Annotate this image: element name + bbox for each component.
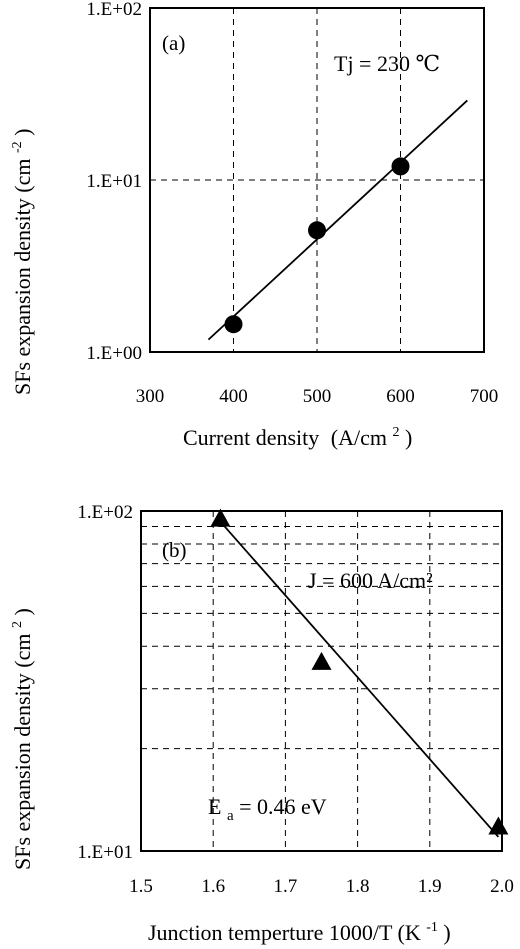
panel-b-x-tick-label: 1.7 — [274, 876, 298, 897]
panel-a-x-tick-label: 300 — [136, 386, 165, 407]
panel-b-ea-main: E — [208, 794, 221, 819]
panel-b-annotation: J = 600 A/cm² — [308, 568, 433, 593]
panel-b-ea-rest: = 0.46 eV — [239, 794, 327, 819]
panel-a-data-point — [391, 157, 410, 176]
panel-a-points — [224, 157, 410, 334]
panel-b-fit-line — [219, 521, 500, 838]
panel-a-ylabel-close: ) — [10, 129, 35, 136]
panel-a-ylabel-sup: -2 — [10, 141, 25, 153]
panel-a-ylabel: SFs expansion density (cm -2 ) — [1, 129, 35, 396]
panel-b-x-ticks: 1.5 1.6 1.7 1.8 1.9 2.0 — [129, 876, 514, 897]
panel-b-x-tick-label: 1.5 — [129, 876, 153, 897]
panel-a-y-tick-label: 1.E+00 — [86, 343, 142, 364]
panel-b-ylabel-text: SFs expansion density (cm — [10, 634, 35, 871]
panel-a: 300 400 500 600 700 1.E+00 1.E+01 1.E+02 (a) T… — [1, 0, 499, 450]
panel-a-x-tick-label: 600 — [386, 386, 415, 407]
panel-b-ea-annotation: E a = 0.46 eV — [208, 794, 327, 825]
panel-b-x-tick-label: 1.6 — [201, 876, 225, 897]
panel-a-data-point — [308, 221, 326, 240]
panel-a-x-tick-label: 500 — [303, 386, 332, 407]
panel-a-fit-line — [207, 99, 468, 341]
panel-b-ylabel-close: ) — [10, 608, 35, 615]
panel-b-label: (b) — [162, 538, 187, 562]
panel-a-xlabel-unit: (A/cm — [331, 425, 387, 450]
panel-a-label: (a) — [162, 31, 185, 55]
panel-a-xlabel: Current density (A/cm 2 ) — [183, 416, 412, 450]
panel-b-ylabel-sup: 2 — [10, 621, 25, 628]
panel-b-data-point — [488, 816, 509, 835]
panel-b-y-tick-label: 1.E+01 — [77, 842, 133, 863]
panel-a-ylabel-text: SFs expansion density (cm — [10, 159, 35, 396]
panel-b-ylabel: SFs expansion density (cm 2 ) — [1, 608, 35, 870]
panel-b-xlabel-sup: -1 — [426, 920, 438, 935]
panel-a-xlabel-sup: 2 — [392, 425, 399, 440]
panel-b-data-point — [311, 651, 332, 670]
panel-b-y-tick-label: 1.E+02 — [77, 502, 133, 523]
panel-a-xlabel-close: ) — [405, 425, 412, 450]
panel-b: 1.5 1.6 1.7 1.8 1.9 2.0 1.E+01 1.E+02 (b) J = … — [1, 502, 514, 945]
panel-b-xlabel: Junction temperture 1000/T (K -1 ) — [148, 911, 451, 945]
panel-b-x-tick-label: 1.8 — [346, 876, 370, 897]
panel-a-y-tick-label: 1.E+02 — [86, 0, 142, 20]
panel-a-annotation: Tj = 230 ℃ — [334, 51, 440, 76]
panel-a-grid — [150, 8, 484, 352]
panel-b-x-tick-label: 2.0 — [490, 876, 514, 897]
panel-b-points — [210, 508, 509, 835]
panel-b-ea-sub: a — [227, 808, 234, 824]
panel-b-xlabel-text: Junction temperture 1000/T (K — [148, 920, 421, 945]
panel-a-x-ticks: 300 400 500 600 700 — [136, 386, 499, 407]
panel-a-y-ticks: 1.E+00 1.E+01 1.E+02 — [86, 0, 142, 364]
panel-a-data-point — [224, 315, 243, 334]
panel-b-x-tick-label: 1.9 — [418, 876, 442, 897]
panel-a-x-tick-label: 700 — [470, 386, 499, 407]
panel-a-xlabel-text: Current density — [183, 425, 319, 450]
panel-b-grid — [141, 511, 502, 851]
panel-a-x-tick-label: 400 — [219, 386, 248, 407]
panel-b-data-point — [210, 508, 231, 527]
panel-b-frame — [140, 510, 503, 852]
panel-b-y-ticks: 1.E+01 1.E+02 — [77, 502, 133, 863]
panel-a-y-tick-label: 1.E+01 — [86, 171, 142, 192]
panel-b-xlabel-close: ) — [443, 920, 450, 945]
